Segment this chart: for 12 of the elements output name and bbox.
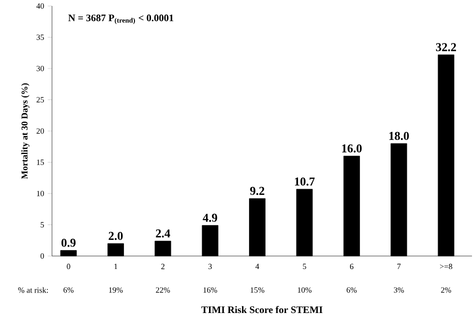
data-label: 16.0 — [342, 144, 362, 152]
data-label: 9.2 — [250, 186, 264, 195]
data-label: 0.9 — [62, 238, 76, 247]
x-axis-title: TIMI Risk Score for STEMI — [201, 306, 322, 314]
data-label: 32.2 — [436, 43, 456, 52]
data-label: 4.9 — [202, 214, 218, 222]
y-axis-title: Mortality at 30 Days (%) — [21, 83, 30, 179]
data-label: 18.0 — [389, 132, 409, 140]
data-label: 2.0 — [108, 232, 123, 240]
annotation: N = 3687 P$_{(trend)}$ < 0.0001 — [68, 14, 174, 24]
data-label: 10.7 — [294, 177, 315, 186]
data-label: 2.4 — [156, 229, 170, 238]
